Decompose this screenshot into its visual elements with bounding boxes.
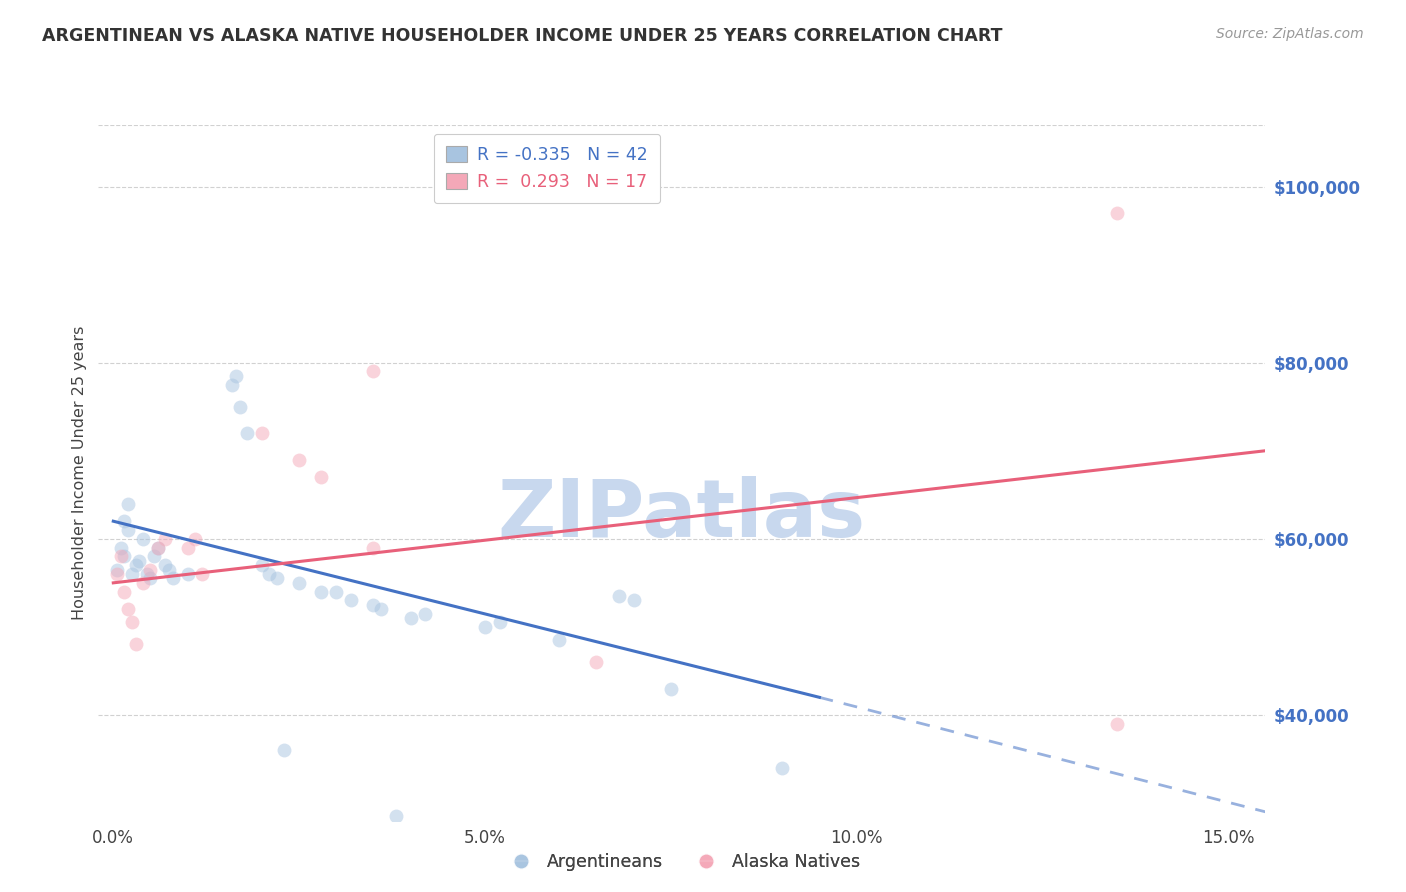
Point [139,571,162,585]
Text: ARGENTINEAN VS ALASKA NATIVE HOUSEHOLDER INCOME UNDER 25 YEARS CORRELATION CHART: ARGENTINEAN VS ALASKA NATIVE HOUSEHOLDER… [42,27,1002,45]
Point [311,584,333,599]
Point [1105,206,1128,220]
Point [228,400,250,414]
Text: ZIPatlas: ZIPatlas [498,475,866,554]
Point [585,655,607,669]
Point [143,549,166,564]
Point [184,532,207,546]
Point [363,364,385,378]
Legend: Argentineans, Alaska Natives: Argentineans, Alaska Natives [496,847,868,878]
Point [623,593,645,607]
Point [128,554,150,568]
Point [117,497,139,511]
Point [236,426,259,441]
Point [176,541,198,555]
Point [155,558,177,573]
Point [105,563,128,577]
Text: Source: ZipAtlas.com: Source: ZipAtlas.com [1216,27,1364,41]
Point [139,563,162,577]
Point [155,532,177,546]
Point [135,567,157,582]
Point [770,761,793,775]
Point [132,532,155,546]
Point [325,584,347,599]
Point [548,633,571,648]
Point [191,567,214,582]
Point [488,615,510,630]
Point [288,452,311,467]
Point [146,541,169,555]
Point [110,549,132,564]
Point [311,470,333,484]
Point [259,567,281,582]
Point [124,558,146,573]
Point [114,549,136,564]
Point [146,541,169,555]
Point [117,602,139,616]
Point [370,602,392,616]
Point [363,598,385,612]
Point [110,541,132,555]
Point [124,638,146,652]
Point [659,681,682,696]
Point [250,426,273,441]
Point [607,589,630,603]
Point [221,377,243,392]
Point [105,567,128,582]
Point [266,571,288,585]
Point [114,584,136,599]
Point [273,743,295,757]
Point [250,558,273,573]
Point [121,615,143,630]
Point [340,593,363,607]
Point [363,541,385,555]
Point [121,567,143,582]
Point [225,368,247,383]
Point [415,607,437,621]
Y-axis label: Householder Income Under 25 years: Householder Income Under 25 years [72,326,87,620]
Point [162,571,184,585]
Point [1105,716,1128,731]
Point [132,575,155,590]
Point [114,514,136,528]
Point [157,563,180,577]
Point [288,575,311,590]
Point [176,567,198,582]
Point [384,809,406,823]
Point [399,611,422,625]
Point [117,523,139,537]
Point [474,620,496,634]
